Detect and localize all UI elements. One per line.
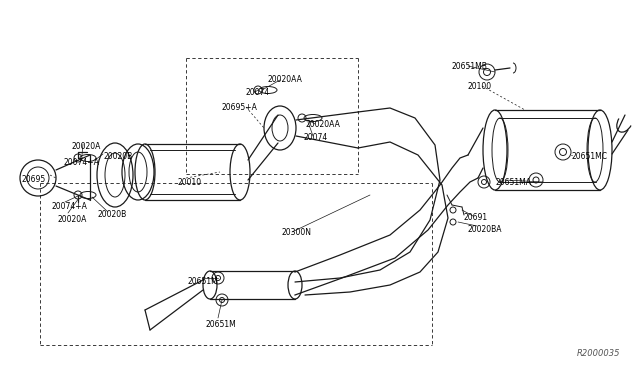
Text: 20651MA: 20651MA xyxy=(496,178,532,187)
Text: R2000035: R2000035 xyxy=(577,349,620,358)
Text: 20020B: 20020B xyxy=(103,152,132,161)
Text: 20020BA: 20020BA xyxy=(467,225,502,234)
Text: 20074+A: 20074+A xyxy=(52,202,88,211)
Text: 20691: 20691 xyxy=(463,213,487,222)
Text: 20651MB: 20651MB xyxy=(452,62,488,71)
Text: 20074+A: 20074+A xyxy=(63,158,99,167)
Text: 20074: 20074 xyxy=(245,88,269,97)
Text: 20100: 20100 xyxy=(468,82,492,91)
Text: 20020AA: 20020AA xyxy=(305,120,340,129)
Text: 20300N: 20300N xyxy=(282,228,312,237)
Text: 20020AA: 20020AA xyxy=(268,75,303,84)
Text: 20651MC: 20651MC xyxy=(572,152,608,161)
Text: 20695+A: 20695+A xyxy=(222,103,258,112)
Text: 20020A: 20020A xyxy=(72,142,101,151)
Text: 20020A: 20020A xyxy=(57,215,86,224)
Text: 20651M: 20651M xyxy=(188,277,219,286)
Text: 20010: 20010 xyxy=(178,178,202,187)
Text: 20074: 20074 xyxy=(303,133,327,142)
Text: 20651M: 20651M xyxy=(206,320,237,329)
Text: 20695: 20695 xyxy=(22,175,46,184)
Text: 20020B: 20020B xyxy=(98,210,127,219)
